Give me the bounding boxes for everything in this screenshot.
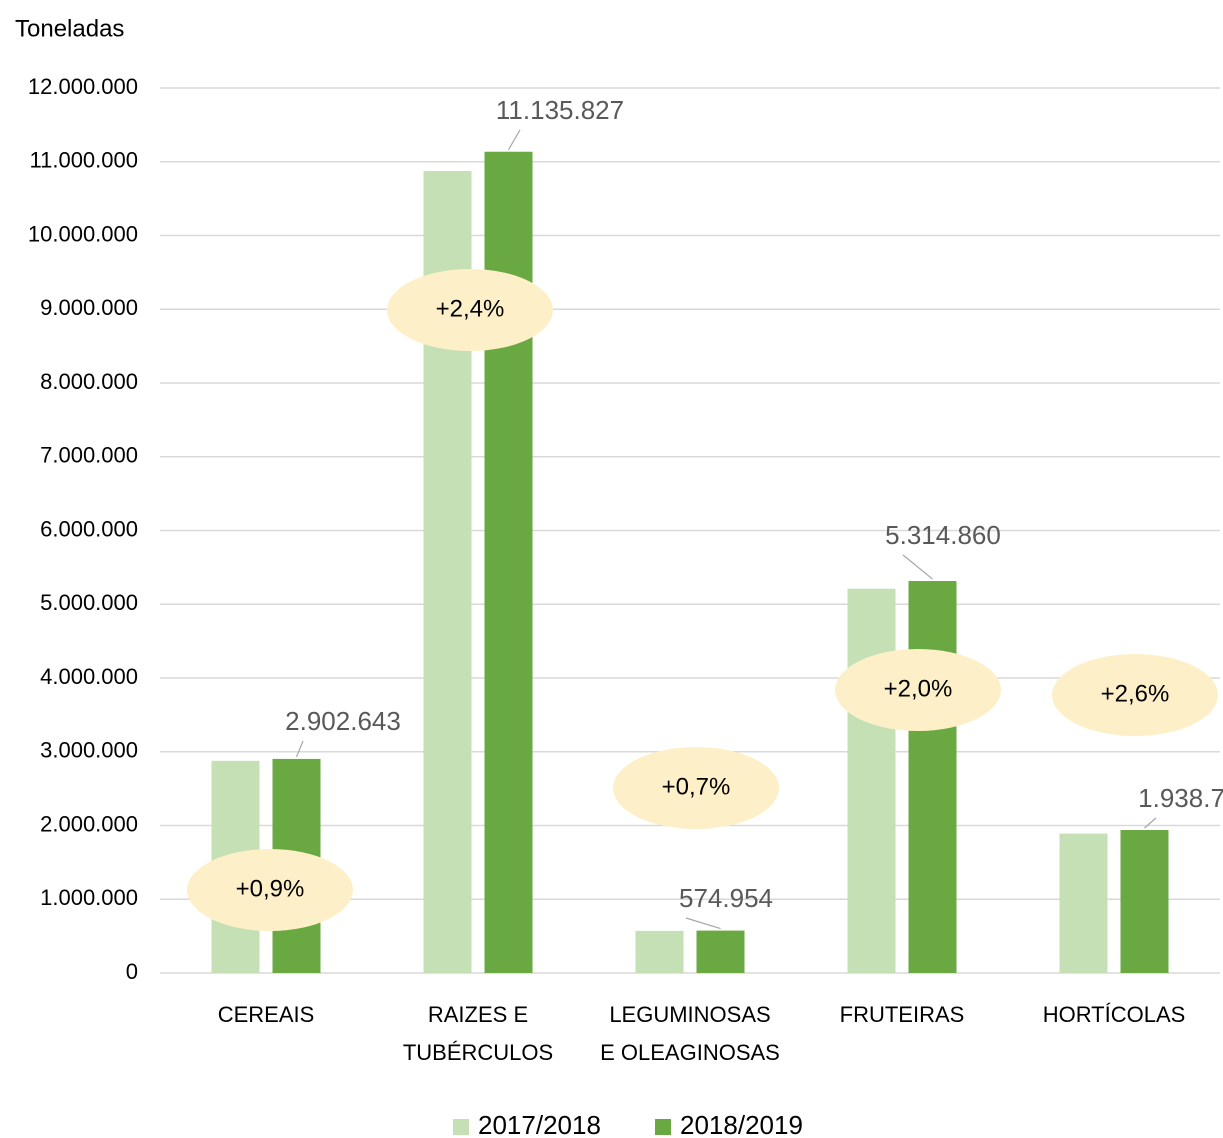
- annotation-bubble: [187, 849, 353, 931]
- annotation-bubble: [387, 269, 553, 351]
- y-tick-label: 12.000.000: [28, 74, 138, 99]
- legend-label: 2017/2018: [478, 1110, 601, 1138]
- value-label: 2.902.643: [285, 706, 401, 736]
- y-axis-title: Toneladas: [15, 15, 124, 42]
- y-tick-label: 6.000.000: [40, 516, 138, 541]
- x-tick-label: HORTÍCOLAS: [1043, 1002, 1186, 1027]
- annotation-bubble: [1052, 654, 1218, 736]
- annotation: +0,9%: [236, 875, 305, 902]
- bar: [635, 930, 684, 973]
- annotation: +2,0%: [884, 675, 953, 702]
- y-tick-label: 10.000.000: [28, 221, 138, 246]
- annotation: +2,4%: [436, 295, 505, 322]
- value-label: 574.954: [679, 883, 773, 913]
- leader-line: [685, 917, 721, 930]
- leader-line: [295, 740, 304, 758]
- value-label: 11.135.827: [496, 95, 624, 125]
- leader-line: [1144, 817, 1157, 829]
- bar: [1120, 830, 1169, 973]
- annotation-bubble: [835, 649, 1001, 731]
- bar: [847, 588, 896, 973]
- annotation: +0,7%: [662, 773, 731, 800]
- y-tick-label: 11.000.000: [30, 148, 138, 173]
- legend-swatch: [453, 1119, 469, 1135]
- y-tick-label: 9.000.000: [40, 295, 138, 320]
- annotation: +2,6%: [1101, 680, 1170, 707]
- bar: [1059, 833, 1108, 973]
- x-tick-label: FRUTEIRAS: [840, 1002, 965, 1027]
- leader-line: [902, 554, 933, 580]
- value-label: 1.938.791: [1138, 783, 1223, 813]
- x-tick-label: CEREAIS: [218, 1002, 315, 1027]
- y-tick-label: 2.000.000: [40, 811, 138, 836]
- y-tick-label: 0: [126, 959, 138, 984]
- x-tick-label: LEGUMINOSAS E OLEAGINOSAS: [600, 1002, 780, 1065]
- y-tick-label: 7.000.000: [40, 443, 138, 468]
- y-tick-label: 5.000.000: [40, 590, 138, 615]
- annotation-bubble: [613, 747, 779, 829]
- bar: [908, 581, 957, 973]
- y-tick-label: 1.000.000: [40, 885, 138, 910]
- y-tick-label: 4.000.000: [40, 664, 138, 689]
- leader-line: [507, 129, 521, 151]
- legend-swatch: [655, 1119, 671, 1135]
- y-tick-label: 8.000.000: [40, 369, 138, 394]
- legend-label: 2018/2019: [680, 1110, 803, 1138]
- value-label: 5.314.860: [885, 520, 1001, 550]
- x-tick-label: RAIZES E TUBÉRCULOS: [403, 1002, 553, 1065]
- bar: [696, 930, 745, 973]
- y-tick-label: 3.000.000: [40, 738, 138, 763]
